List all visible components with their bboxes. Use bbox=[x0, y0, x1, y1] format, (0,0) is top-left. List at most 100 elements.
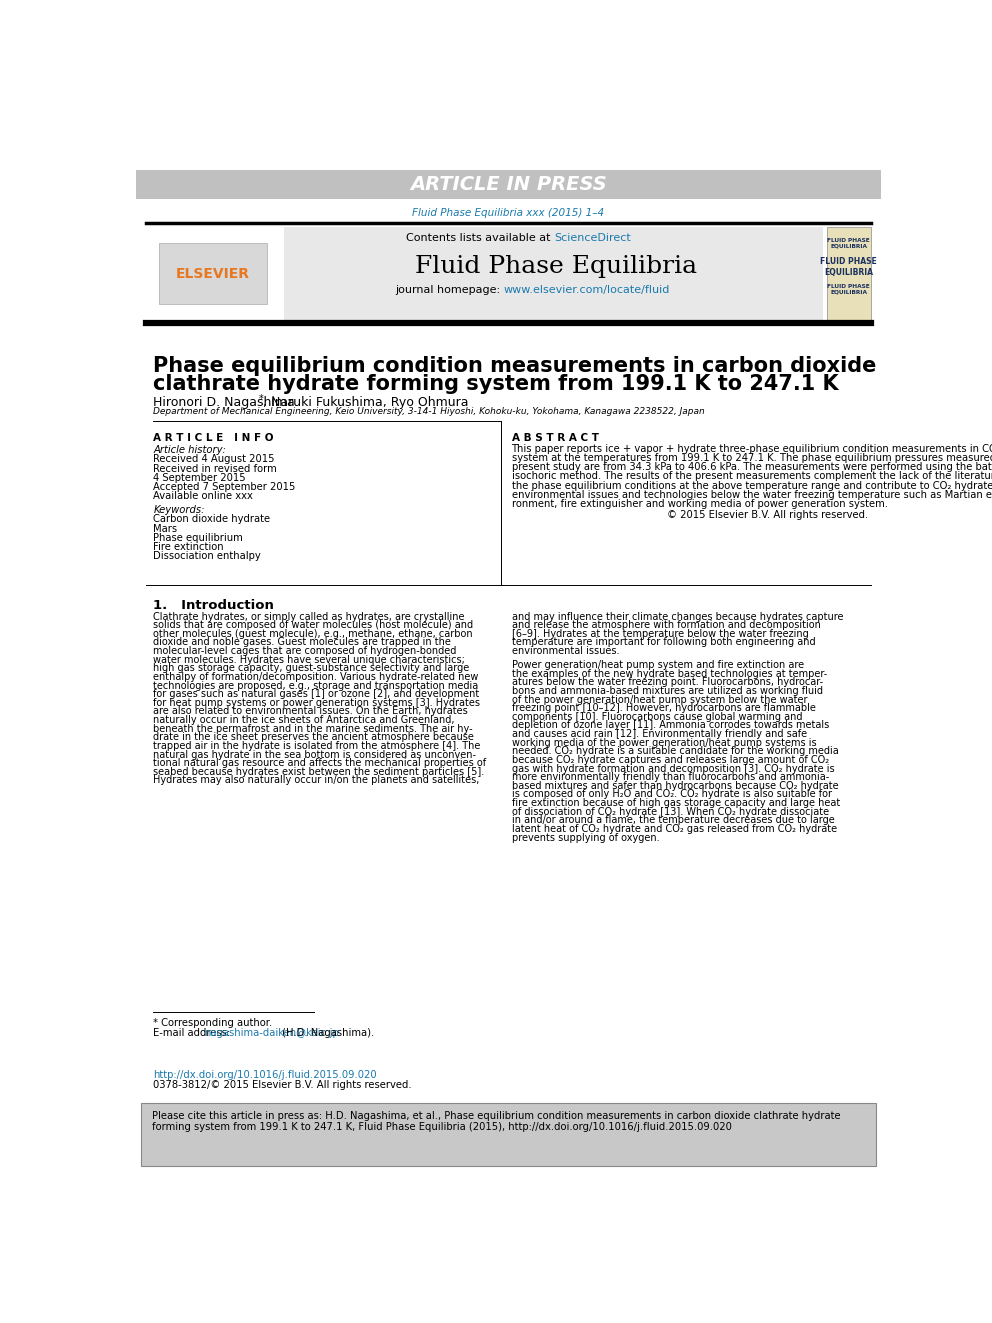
Text: Article history:: Article history: bbox=[154, 446, 226, 455]
Text: gas with hydrate formation and decomposition [3]. CO₂ hydrate is: gas with hydrate formation and decomposi… bbox=[512, 763, 834, 774]
Text: environmental issues.: environmental issues. bbox=[512, 646, 619, 656]
Text: molecular-level cages that are composed of hydrogen-bonded: molecular-level cages that are composed … bbox=[154, 646, 457, 656]
Text: Phase equilibrium condition measurements in carbon dioxide: Phase equilibrium condition measurements… bbox=[154, 356, 877, 376]
Text: latent heat of CO₂ hydrate and CO₂ gas released from CO₂ hydrate: latent heat of CO₂ hydrate and CO₂ gas r… bbox=[512, 824, 836, 833]
Text: This paper reports ice + vapor + hydrate three-phase equilibrium condition measu: This paper reports ice + vapor + hydrate… bbox=[512, 443, 992, 454]
Text: Contents lists available at: Contents lists available at bbox=[406, 233, 555, 243]
Text: A B S T R A C T: A B S T R A C T bbox=[512, 433, 598, 443]
Text: because CO₂ hydrate captures and releases large amount of CO₂: because CO₂ hydrate captures and release… bbox=[512, 755, 828, 765]
Text: Fluid Phase Equilibria: Fluid Phase Equilibria bbox=[415, 255, 696, 278]
Bar bbox=[827, 226, 871, 320]
Text: natural gas hydrate in the sea bottom is considered as unconven-: natural gas hydrate in the sea bottom is… bbox=[154, 750, 476, 759]
Bar bbox=[146, 226, 283, 320]
Text: E-mail address:: E-mail address: bbox=[154, 1028, 234, 1039]
Text: naturally occur in the ice sheets of Antarctica and Greenland,: naturally occur in the ice sheets of Ant… bbox=[154, 714, 455, 725]
Text: Received in revised form: Received in revised form bbox=[154, 463, 277, 474]
Text: for gases such as natural gases [1] or ozone [2], and development: for gases such as natural gases [1] or o… bbox=[154, 689, 480, 699]
Text: of the power generation/heat pump system below the water: of the power generation/heat pump system… bbox=[512, 695, 807, 705]
Text: ARTICLE IN PRESS: ARTICLE IN PRESS bbox=[410, 176, 607, 194]
Text: isochoric method. The results of the present measurements complement the lack of: isochoric method. The results of the pre… bbox=[512, 471, 992, 482]
Text: Keywords:: Keywords: bbox=[154, 505, 205, 515]
Text: technologies are proposed, e.g., storage and transportation media: technologies are proposed, e.g., storage… bbox=[154, 680, 479, 691]
Text: water molecules. Hydrates have several unique characteristics;: water molecules. Hydrates have several u… bbox=[154, 655, 465, 664]
Text: freezing point [10–12]. However, hydrocarbons are flammable: freezing point [10–12]. However, hydroca… bbox=[512, 703, 815, 713]
Text: Accepted 7 September 2015: Accepted 7 September 2015 bbox=[154, 482, 296, 492]
Text: http://dx.doi.org/10.1016/j.fluid.2015.09.020: http://dx.doi.org/10.1016/j.fluid.2015.0… bbox=[154, 1070, 377, 1080]
Text: Hironori D. Nagashima: Hironori D. Nagashima bbox=[154, 396, 296, 409]
Text: temperature are important for following both engineering and: temperature are important for following … bbox=[512, 638, 815, 647]
Text: forming system from 199.1 K to 247.1 K, Fluid Phase Equilibria (2015), http://dx: forming system from 199.1 K to 247.1 K, … bbox=[152, 1122, 732, 1132]
Text: high gas storage capacity, guest-substance selectivity and large: high gas storage capacity, guest-substan… bbox=[154, 663, 469, 673]
Bar bbox=[159, 243, 268, 303]
Bar bbox=[136, 169, 881, 198]
Text: in and/or around a flame, the temperature decreases due to large: in and/or around a flame, the temperatur… bbox=[512, 815, 834, 826]
Text: FLUID PHASE
EQUILIBRIA: FLUID PHASE EQUILIBRIA bbox=[827, 238, 870, 249]
Text: Mars: Mars bbox=[154, 524, 178, 533]
Text: based mixtures and safer than hydrocarbons because CO₂ hydrate: based mixtures and safer than hydrocarbo… bbox=[512, 781, 838, 791]
Text: is composed of only H₂O and CO₂. CO₂ hydrate is also suitable for: is composed of only H₂O and CO₂. CO₂ hyd… bbox=[512, 790, 831, 799]
Text: needed. CO₂ hydrate is a suitable candidate for the working media: needed. CO₂ hydrate is a suitable candid… bbox=[512, 746, 838, 757]
Text: trapped air in the hydrate is isolated from the atmosphere [4]. The: trapped air in the hydrate is isolated f… bbox=[154, 741, 481, 751]
Text: Fire extinction: Fire extinction bbox=[154, 542, 224, 552]
Text: dioxide and noble gases. Guest molecules are trapped in the: dioxide and noble gases. Guest molecules… bbox=[154, 638, 451, 647]
Text: of dissociation of CO₂ hydrate [13]. When CO₂ hydrate dissociate: of dissociation of CO₂ hydrate [13]. Whe… bbox=[512, 807, 828, 816]
Text: Power generation/heat pump system and fire extinction are: Power generation/heat pump system and fi… bbox=[512, 660, 804, 669]
Text: tional natural gas resource and affects the mechanical properties of: tional natural gas resource and affects … bbox=[154, 758, 486, 769]
Text: (H.D. Nagashima).: (H.D. Nagashima). bbox=[279, 1028, 374, 1039]
Text: present study are from 34.3 kPa to 406.6 kPa. The measurements were performed us: present study are from 34.3 kPa to 406.6… bbox=[512, 462, 992, 472]
Text: FLUID PHASE
EQUILIBRIA: FLUID PHASE EQUILIBRIA bbox=[820, 257, 877, 277]
Text: ELSEVIER: ELSEVIER bbox=[177, 267, 250, 282]
Text: Phase equilibrium: Phase equilibrium bbox=[154, 533, 243, 542]
Text: environmental issues and technologies below the water freezing temperature such : environmental issues and technologies be… bbox=[512, 490, 992, 500]
Text: and release the atmosphere with formation and decomposition: and release the atmosphere with formatio… bbox=[512, 620, 820, 630]
Text: FLUID PHASE
EQUILIBRIA: FLUID PHASE EQUILIBRIA bbox=[827, 283, 870, 294]
Text: journal homepage:: journal homepage: bbox=[395, 284, 504, 295]
Text: nagashima-daiken@keio.jp: nagashima-daiken@keio.jp bbox=[203, 1028, 338, 1039]
Text: Dissociation enthalpy: Dissociation enthalpy bbox=[154, 552, 261, 561]
Text: *: * bbox=[259, 394, 264, 405]
Text: Received 4 August 2015: Received 4 August 2015 bbox=[154, 454, 275, 464]
Text: 0378-3812/© 2015 Elsevier B.V. All rights reserved.: 0378-3812/© 2015 Elsevier B.V. All right… bbox=[154, 1080, 412, 1090]
Text: beneath the permafrost and in the marine sediments. The air hy-: beneath the permafrost and in the marine… bbox=[154, 724, 473, 734]
Text: prevents supplying of oxygen.: prevents supplying of oxygen. bbox=[512, 832, 659, 843]
Text: , Naruki Fukushima, Ryo Ohmura: , Naruki Fukushima, Ryo Ohmura bbox=[263, 396, 468, 409]
Text: Available online xxx: Available online xxx bbox=[154, 491, 253, 501]
Text: and may influence their climate changes because hydrates capture: and may influence their climate changes … bbox=[512, 611, 843, 622]
Text: components [10]. Fluorocarbons cause global warming and: components [10]. Fluorocarbons cause glo… bbox=[512, 712, 802, 722]
Text: the examples of the new hydrate based technologies at temper-: the examples of the new hydrate based te… bbox=[512, 668, 826, 679]
Text: for heat pump systems or power generation systems [3]. Hydrates: for heat pump systems or power generatio… bbox=[154, 697, 480, 708]
Text: ScienceDirect: ScienceDirect bbox=[555, 233, 631, 243]
Text: fire extinction because of high gas storage capacity and large heat: fire extinction because of high gas stor… bbox=[512, 798, 840, 808]
Text: Department of Mechanical Engineering, Keio University, 3-14-1 Hiyoshi, Kohoku-ku: Department of Mechanical Engineering, Ke… bbox=[154, 407, 705, 417]
Text: depletion of ozone layer [11]. Ammonia corrodes towards metals: depletion of ozone layer [11]. Ammonia c… bbox=[512, 721, 828, 730]
Text: atures below the water freezing point. Fluorocarbons, hydrocar-: atures below the water freezing point. F… bbox=[512, 677, 822, 687]
Text: other molecules (guest molecule), e.g., methane, ethane, carbon: other molecules (guest molecule), e.g., … bbox=[154, 628, 473, 639]
Text: Hydrates may also naturally occur in/on the planets and satellites,: Hydrates may also naturally occur in/on … bbox=[154, 775, 480, 786]
Text: enthalpy of formation/decomposition. Various hydrate-related new: enthalpy of formation/decomposition. Var… bbox=[154, 672, 479, 681]
Text: www.elsevier.com/locate/fluid: www.elsevier.com/locate/fluid bbox=[504, 284, 671, 295]
Text: system at the temperatures from 199.1 K to 247.1 K. The phase equilibrium pressu: system at the temperatures from 199.1 K … bbox=[512, 452, 992, 463]
Text: Carbon dioxide hydrate: Carbon dioxide hydrate bbox=[154, 515, 271, 524]
Text: solids that are composed of water molecules (host molecule) and: solids that are composed of water molecu… bbox=[154, 620, 473, 630]
Text: [6–9]. Hydrates at the temperature below the water freezing: [6–9]. Hydrates at the temperature below… bbox=[512, 628, 808, 639]
Text: Clathrate hydrates, or simply called as hydrates, are crystalline: Clathrate hydrates, or simply called as … bbox=[154, 611, 465, 622]
Text: © 2015 Elsevier B.V. All rights reserved.: © 2015 Elsevier B.V. All rights reserved… bbox=[667, 509, 868, 520]
Text: 1.   Introduction: 1. Introduction bbox=[154, 599, 275, 613]
Text: A R T I C L E   I N F O: A R T I C L E I N F O bbox=[154, 433, 274, 443]
Bar bbox=[285, 226, 823, 320]
Bar bbox=[141, 1103, 876, 1166]
Text: Fluid Phase Equilibria xxx (2015) 1–4: Fluid Phase Equilibria xxx (2015) 1–4 bbox=[413, 208, 604, 218]
Text: bons and ammonia-based mixtures are utilized as working fluid: bons and ammonia-based mixtures are util… bbox=[512, 685, 822, 696]
Text: are also related to environmental issues. On the Earth, hydrates: are also related to environmental issues… bbox=[154, 706, 468, 716]
Text: more environmentally friendly than fluorocarbons and ammonia-: more environmentally friendly than fluor… bbox=[512, 773, 828, 782]
Text: the phase equilibrium conditions at the above temperature range and contribute t: the phase equilibrium conditions at the … bbox=[512, 480, 992, 491]
Text: and causes acid rain [12]. Environmentally friendly and safe: and causes acid rain [12]. Environmental… bbox=[512, 729, 806, 740]
Text: drate in the ice sheet preserves the ancient atmosphere because: drate in the ice sheet preserves the anc… bbox=[154, 732, 474, 742]
Text: * Corresponding author.: * Corresponding author. bbox=[154, 1019, 273, 1028]
Text: Please cite this article in press as: H.D. Nagashima, et al., Phase equilibrium : Please cite this article in press as: H.… bbox=[152, 1111, 840, 1122]
Text: working media of the power generation/heat pump systems is: working media of the power generation/he… bbox=[512, 738, 816, 747]
Text: 4 September 2015: 4 September 2015 bbox=[154, 472, 246, 483]
Text: ronment, fire extinguisher and working media of power generation system.: ronment, fire extinguisher and working m… bbox=[512, 499, 888, 509]
Text: seabed because hydrates exist between the sediment particles [5].: seabed because hydrates exist between th… bbox=[154, 767, 485, 777]
Text: clathrate hydrate forming system from 199.1 K to 247.1 K: clathrate hydrate forming system from 19… bbox=[154, 374, 839, 394]
